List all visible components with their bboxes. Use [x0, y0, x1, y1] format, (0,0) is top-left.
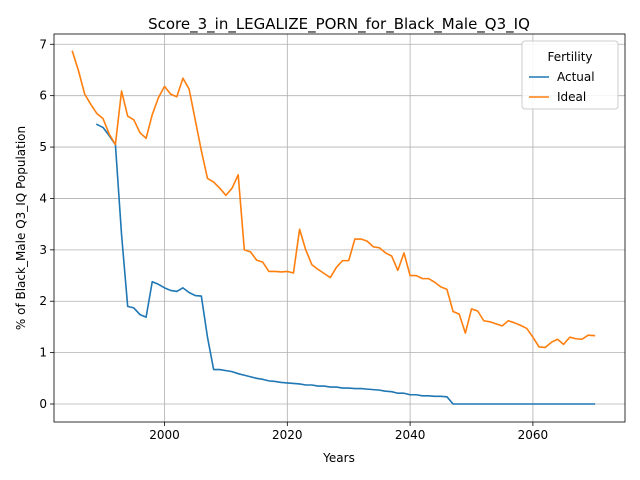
y-tick-label: 0 — [39, 397, 47, 411]
x-tick-label: 2040 — [395, 428, 426, 442]
y-axis-label: % of Black_Male Q3_IQ Population — [14, 126, 28, 330]
x-axis-label: Years — [322, 451, 355, 465]
series-lines — [71, 50, 596, 405]
series-line-ideal — [71, 50, 596, 349]
legend-box — [521, 40, 619, 110]
y-tick-label: 1 — [39, 346, 47, 360]
x-axis: 2000 2020 2040 2060 — [149, 422, 548, 442]
y-axis: 0 1 2 3 4 5 6 7 — [39, 37, 54, 411]
legend-label-actual: Actual — [557, 70, 595, 84]
chart-title: Score_3_in_LEGALIZE_PORN_for_Black_Male_… — [148, 15, 530, 34]
legend-label-ideal: Ideal — [557, 90, 586, 104]
x-tick-label: 2060 — [518, 428, 549, 442]
y-tick-label: 2 — [39, 294, 47, 308]
legend-title: Fertility — [547, 50, 592, 64]
y-tick-label: 5 — [39, 140, 47, 154]
series-line-actual — [95, 123, 596, 405]
y-tick-label: 6 — [39, 89, 47, 103]
x-tick-label: 2000 — [149, 428, 180, 442]
y-tick-label: 3 — [39, 243, 47, 257]
plot-frame — [53, 33, 626, 423]
x-tick-label: 2020 — [272, 428, 303, 442]
y-tick-label: 4 — [39, 191, 47, 205]
y-tick-label: 7 — [39, 37, 47, 51]
legend: Fertility Actual Ideal — [521, 40, 619, 110]
